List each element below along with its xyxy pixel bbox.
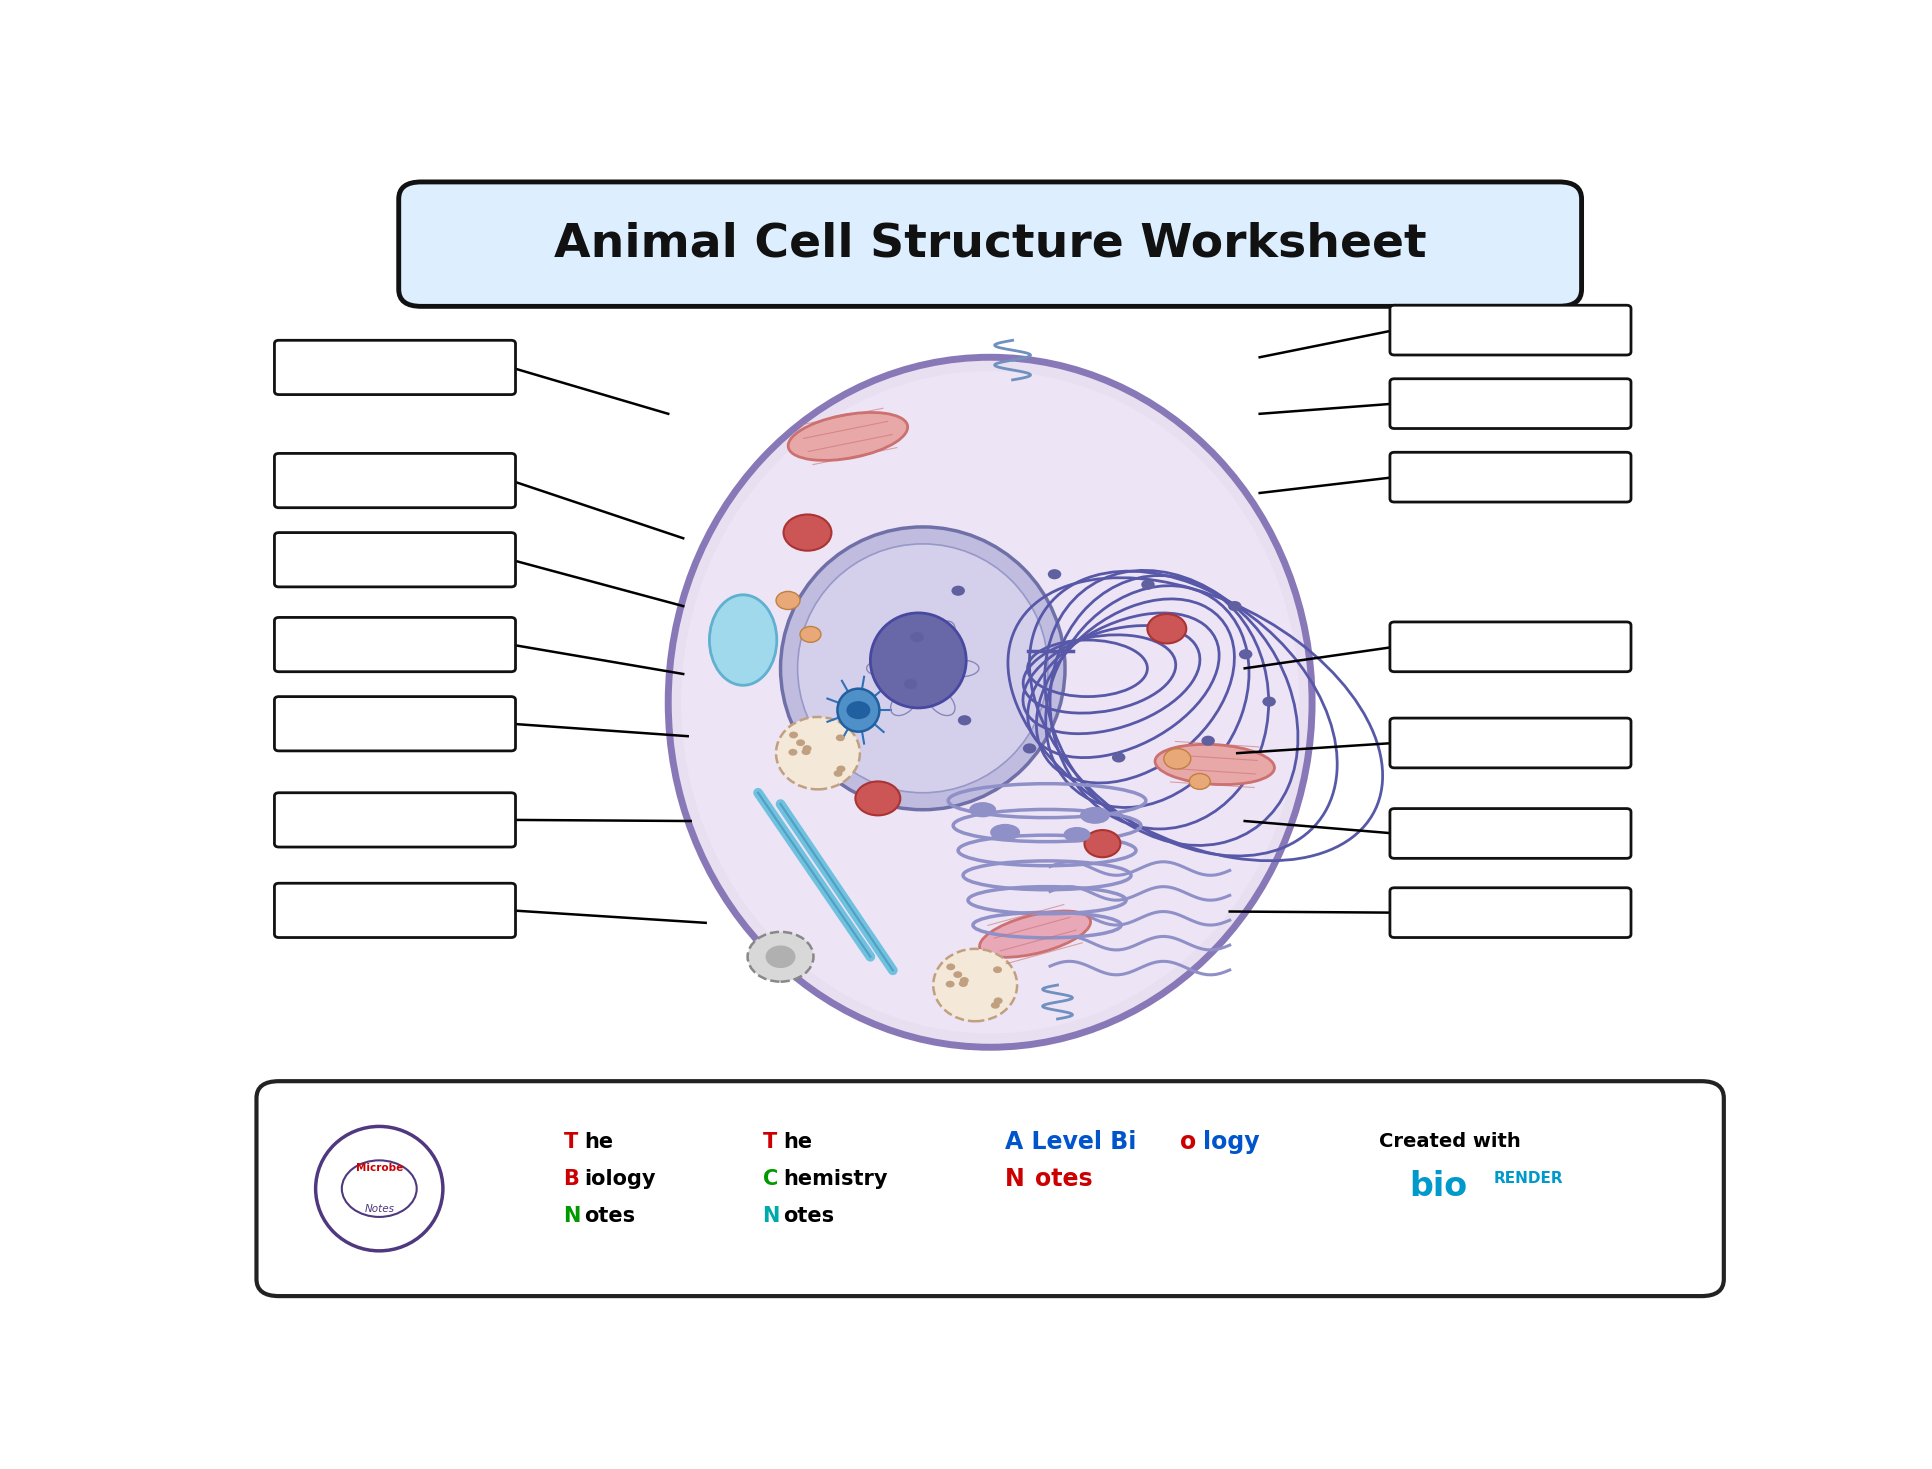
Circle shape (904, 679, 918, 689)
Circle shape (837, 734, 844, 742)
Ellipse shape (970, 802, 997, 817)
Text: T: T (763, 1131, 777, 1152)
Circle shape (856, 782, 900, 815)
Circle shape (748, 931, 813, 981)
Circle shape (802, 748, 811, 755)
FancyBboxPatch shape (1389, 379, 1631, 429)
Text: Animal Cell Structure Worksheet: Animal Cell Structure Worksheet (554, 222, 1426, 267)
FancyBboxPatch shape (274, 696, 516, 751)
Circle shape (802, 745, 811, 752)
Ellipse shape (837, 689, 879, 732)
Text: Notes: Notes (365, 1205, 394, 1213)
Circle shape (342, 1161, 417, 1216)
Circle shape (1113, 752, 1126, 762)
Ellipse shape (788, 413, 908, 460)
Circle shape (1047, 569, 1061, 579)
Text: hemistry: hemistry (784, 1169, 889, 1188)
FancyBboxPatch shape (274, 341, 516, 395)
Circle shape (991, 1002, 1001, 1009)
Text: B: B (564, 1169, 580, 1188)
Circle shape (958, 715, 972, 726)
Circle shape (947, 964, 954, 970)
FancyBboxPatch shape (1389, 452, 1631, 502)
FancyBboxPatch shape (1389, 808, 1631, 858)
Circle shape (833, 770, 842, 777)
Text: otes: otes (583, 1206, 636, 1227)
Circle shape (846, 701, 869, 720)
Circle shape (1022, 743, 1036, 754)
Ellipse shape (668, 357, 1312, 1047)
Text: o: o (1180, 1130, 1196, 1153)
Circle shape (1148, 614, 1186, 643)
Text: A Level Bi: A Level Bi (1005, 1130, 1136, 1153)
FancyBboxPatch shape (398, 182, 1582, 307)
Circle shape (788, 749, 798, 755)
Circle shape (993, 997, 1003, 1005)
FancyBboxPatch shape (274, 454, 516, 508)
Ellipse shape (869, 613, 966, 708)
Circle shape (1084, 830, 1121, 858)
Ellipse shape (777, 717, 860, 789)
Text: Created with: Created with (1379, 1133, 1520, 1152)
Circle shape (1238, 649, 1252, 660)
Text: bio: bio (1410, 1169, 1468, 1203)
Circle shape (788, 732, 798, 739)
Circle shape (1190, 774, 1209, 789)
FancyBboxPatch shape (1389, 718, 1631, 768)
Text: C: C (763, 1169, 779, 1188)
Text: Microbe: Microbe (355, 1163, 404, 1174)
Text: otes: otes (784, 1206, 835, 1227)
Ellipse shape (980, 911, 1090, 958)
Text: RENDER: RENDER (1493, 1171, 1563, 1187)
Text: N: N (1005, 1166, 1024, 1191)
Circle shape (951, 586, 964, 596)
Ellipse shape (1155, 745, 1275, 784)
Text: T: T (564, 1131, 578, 1152)
FancyBboxPatch shape (1389, 887, 1631, 937)
Circle shape (1229, 601, 1242, 611)
Ellipse shape (798, 544, 1047, 793)
FancyBboxPatch shape (1389, 306, 1631, 355)
Circle shape (1262, 696, 1275, 707)
Circle shape (952, 971, 962, 978)
Text: otes: otes (1036, 1166, 1094, 1191)
Circle shape (800, 626, 821, 642)
Circle shape (960, 977, 968, 984)
Circle shape (1142, 579, 1155, 589)
Circle shape (777, 592, 800, 610)
Text: logy: logy (1204, 1130, 1260, 1153)
FancyBboxPatch shape (274, 533, 516, 588)
Text: iology: iology (583, 1169, 655, 1188)
Ellipse shape (781, 527, 1065, 809)
FancyBboxPatch shape (274, 793, 516, 848)
FancyBboxPatch shape (274, 883, 516, 937)
Text: N: N (564, 1206, 582, 1227)
Circle shape (910, 632, 923, 642)
Circle shape (958, 980, 968, 987)
Ellipse shape (1063, 827, 1090, 842)
FancyBboxPatch shape (274, 617, 516, 671)
Circle shape (837, 765, 846, 773)
Circle shape (993, 967, 1003, 972)
Circle shape (796, 739, 806, 746)
FancyBboxPatch shape (1389, 621, 1631, 671)
FancyBboxPatch shape (257, 1081, 1723, 1296)
Circle shape (1163, 749, 1190, 768)
Ellipse shape (933, 949, 1016, 1021)
Ellipse shape (709, 595, 777, 686)
Circle shape (784, 514, 831, 551)
Circle shape (765, 946, 796, 968)
Text: he: he (784, 1131, 813, 1152)
Ellipse shape (315, 1127, 442, 1252)
Ellipse shape (1080, 806, 1109, 824)
Circle shape (945, 981, 954, 987)
Ellipse shape (991, 824, 1020, 840)
Text: N: N (763, 1206, 781, 1227)
Circle shape (1202, 736, 1215, 746)
Text: he: he (583, 1131, 614, 1152)
Ellipse shape (682, 372, 1298, 1034)
